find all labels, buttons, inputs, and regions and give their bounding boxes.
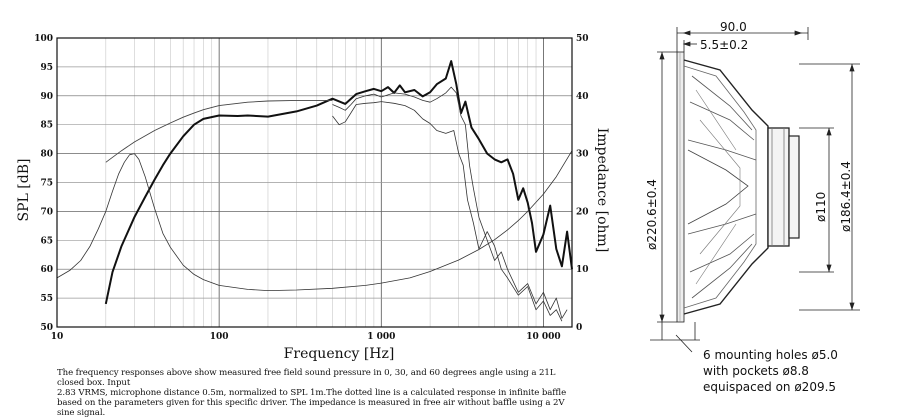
mounting-note-line-1: 6 mounting holes ø5.0	[703, 348, 838, 362]
y2-tick-label: 20	[576, 207, 589, 217]
y2-tick-label: 10	[576, 265, 589, 275]
y-axis-title: SPL [dB]	[16, 159, 32, 222]
magnet-diameter-dimension: ø110	[814, 192, 828, 222]
y-tick-label: 90	[40, 92, 53, 102]
series-spl_60deg	[332, 101, 563, 322]
y-tick-label: 55	[40, 294, 53, 304]
caption-line: 2.83 VRMS, microphone distance 0.5m, nor…	[57, 388, 567, 398]
y-tick-label: 75	[40, 179, 53, 189]
caption-line: The frequency responses above show measu…	[57, 368, 556, 388]
y2-tick-label: 40	[576, 92, 589, 102]
depth-dimension: 90.0	[720, 20, 747, 34]
y2-tick-label: 50	[576, 34, 589, 44]
y-tick-label: 100	[34, 34, 53, 44]
series-layer	[56, 60, 573, 322]
series-spl_0deg	[104, 60, 573, 305]
caption-line: based on the parameters given for this s…	[57, 398, 565, 408]
x-tick-label: 1 000	[367, 332, 395, 342]
mounting-note-line-2: with pockets ø8.8	[703, 364, 809, 378]
speaker-dimension-drawing	[650, 27, 860, 353]
y-tick-label: 70	[40, 207, 53, 217]
x-tick-label: 10	[51, 332, 64, 342]
y-tick-label: 50	[40, 323, 53, 333]
x-tick-label: 10 000	[526, 332, 560, 342]
series-impedance	[56, 150, 573, 292]
y-tick-label: 95	[40, 63, 53, 73]
y2-axis-title: Impedance [ohm]	[594, 128, 610, 253]
dimension-labels: 90.0 5.5±0.2 ø220.6±0.4 ø110 ø186.4±0.4 …	[645, 20, 853, 394]
outer-diameter-dimension: ø220.6±0.4	[645, 179, 659, 250]
series-spl_30deg	[332, 86, 568, 319]
y-tick-label: 85	[40, 121, 53, 131]
measurement-caption: The frequency responses above show measu…	[57, 368, 577, 418]
x-tick-label: 100	[210, 332, 229, 342]
y2-tick-label: 30	[576, 150, 589, 160]
cutout-diameter-dimension: ø186.4±0.4	[839, 161, 853, 232]
y2-tick-label: 0	[576, 323, 582, 333]
flange-dimension: 5.5±0.2	[700, 38, 748, 52]
caption-line: sine signal.	[57, 408, 106, 418]
mounting-note-line-3: equispaced on ø209.5	[703, 380, 836, 394]
y-tick-label: 60	[40, 265, 53, 275]
x-axis-title: Frequency [Hz]	[284, 346, 395, 362]
series-spl_infinite_baffle	[105, 99, 333, 163]
y-tick-label: 65	[40, 236, 53, 246]
y-tick-label: 80	[40, 150, 53, 160]
plot-frame	[56, 37, 573, 328]
